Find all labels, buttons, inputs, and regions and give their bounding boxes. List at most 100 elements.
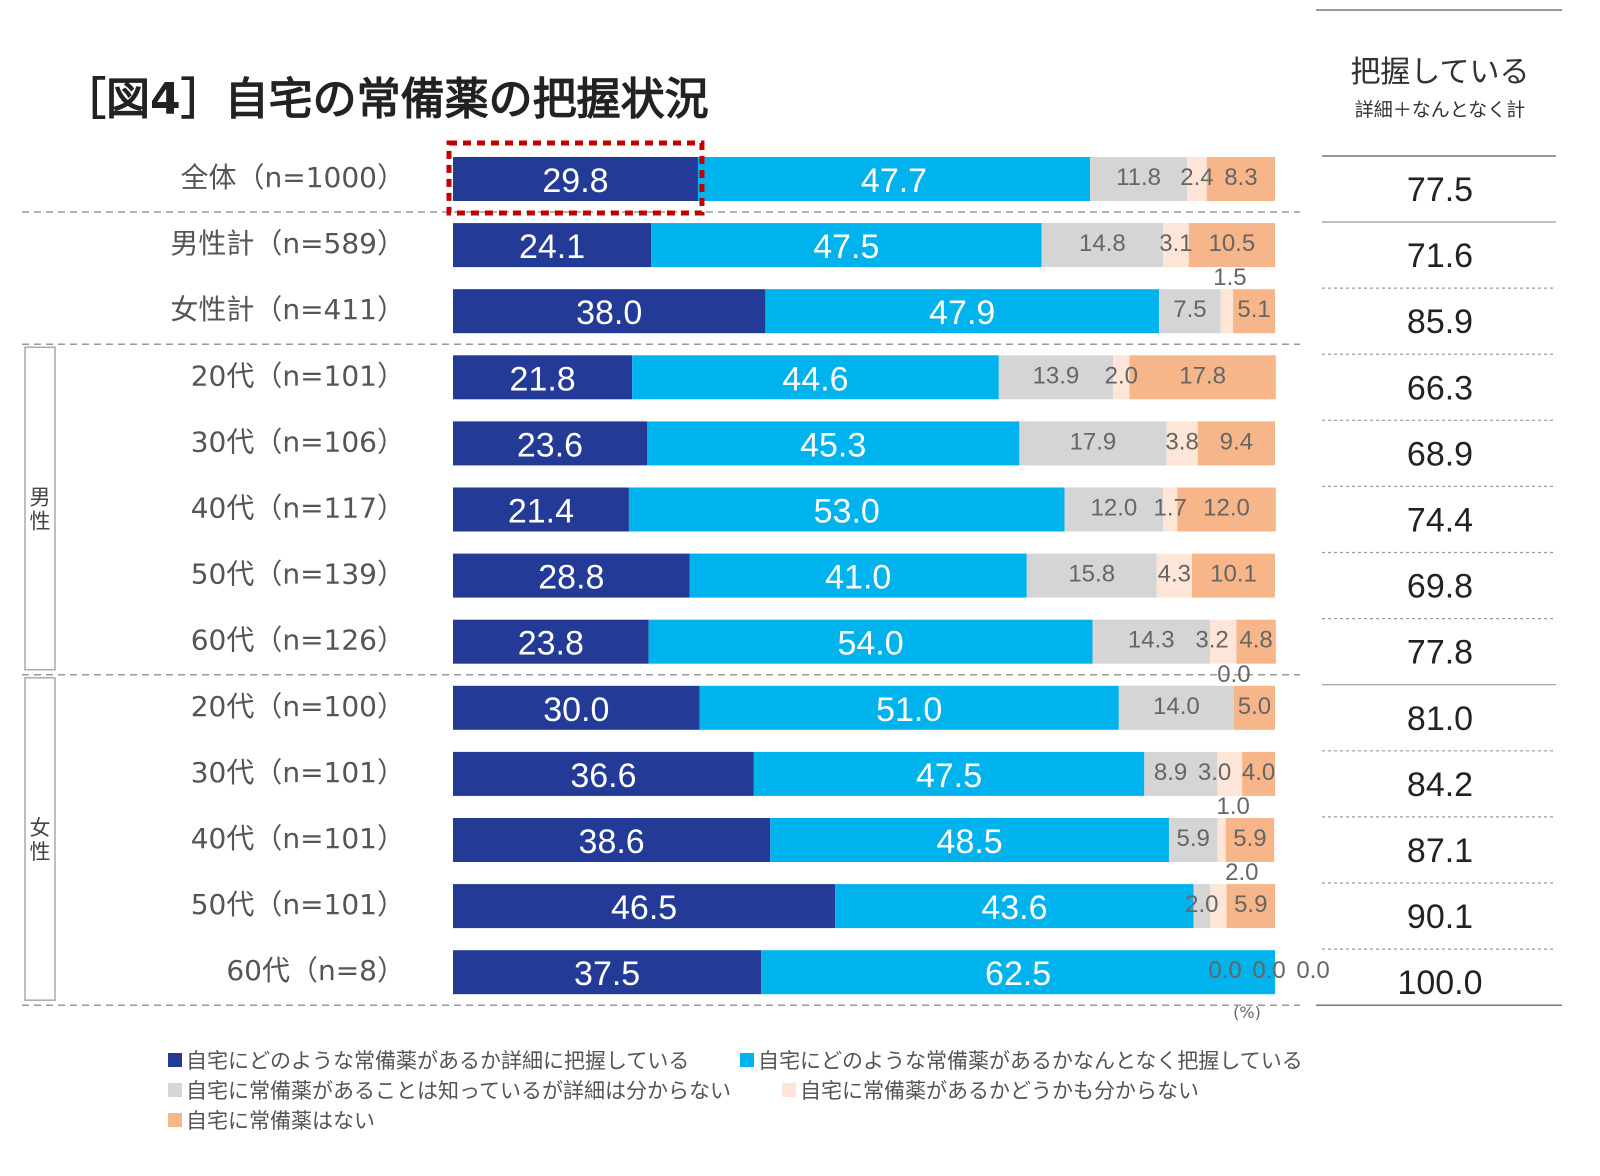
group-label: 性	[30, 510, 51, 534]
data-label: 28.8	[538, 559, 604, 597]
data-label-small: 4.8	[1239, 627, 1272, 654]
bar-segment	[1163, 223, 1189, 268]
bar-segment	[1064, 487, 1164, 532]
data-label: 38.0	[576, 294, 642, 332]
legend-label: 自宅にどのような常備薬があるか詳細に把握している	[186, 1049, 689, 1073]
category-label: 60代（n=8）	[226, 954, 405, 987]
data-label: 38.6	[579, 823, 645, 861]
bar-segment	[998, 355, 1114, 400]
bar-segment	[453, 685, 700, 730]
bar-segment	[453, 884, 836, 929]
bar-segment	[651, 223, 1042, 268]
data-label-small: 0.0	[1217, 661, 1250, 688]
data-label-small: 10.1	[1210, 561, 1257, 588]
bar-segment	[453, 818, 771, 862]
data-label-small: 3.0	[1198, 759, 1231, 786]
total-value: 66.3	[1407, 369, 1473, 407]
total-value: 84.2	[1407, 766, 1473, 804]
data-label-small: 13.9	[1033, 362, 1080, 389]
bar-segment	[453, 487, 629, 532]
data-label-small: 12.0	[1203, 495, 1250, 522]
bar-segment	[689, 553, 1027, 598]
category-label: 50代（n=101）	[191, 888, 405, 921]
legend-swatch	[168, 1053, 182, 1067]
category-label: 50代（n=139）	[191, 558, 405, 591]
bar-segment	[1177, 487, 1276, 532]
group-label: 女	[30, 816, 51, 840]
total-value: 100.0	[1397, 964, 1482, 1002]
category-label: 全体（n=1000）	[181, 161, 405, 194]
data-label-small: 17.9	[1070, 428, 1117, 455]
bar-segment	[1166, 421, 1198, 466]
total-value: 74.4	[1407, 502, 1473, 540]
bar-segment	[453, 355, 633, 400]
bar-segment	[1220, 289, 1234, 334]
data-label: 48.5	[937, 823, 1003, 861]
data-label-small: 5.9	[1233, 825, 1266, 852]
bar-segment	[753, 751, 1145, 796]
bar-segment	[1163, 487, 1178, 532]
legend-label: 自宅に常備薬があるかどうかも分からない	[800, 1079, 1199, 1103]
data-label-small: 7.5	[1173, 296, 1206, 323]
data-label: 44.6	[782, 360, 848, 398]
data-label: 53.0	[814, 493, 880, 531]
bar-segment	[453, 157, 698, 201]
bar-segment	[1193, 884, 1211, 929]
data-label-small: 9.4	[1220, 428, 1253, 455]
bar-segment	[453, 619, 649, 664]
highlight-box	[446, 140, 705, 216]
bar-segment	[1159, 289, 1221, 334]
data-label-small: 2.0	[1105, 362, 1138, 389]
data-label: 62.5	[985, 955, 1051, 993]
data-label-small: 4.3	[1158, 561, 1191, 588]
total-value: 90.1	[1407, 898, 1473, 936]
bar-segment	[453, 421, 647, 466]
bar-segment	[1041, 223, 1164, 268]
data-label: 23.8	[518, 625, 584, 663]
bar-segment	[1191, 553, 1275, 598]
group-label: 性	[30, 840, 51, 864]
total-column-subheader: 詳細＋なんとなく計	[1355, 99, 1525, 121]
data-label-small: 11.8	[1116, 164, 1161, 191]
data-label: 23.6	[517, 426, 583, 464]
bar-segment	[1225, 818, 1275, 862]
total-value: 81.0	[1407, 700, 1473, 738]
total-value: 87.1	[1407, 832, 1473, 870]
bar-segment	[1217, 751, 1243, 796]
data-label-small: 3.2	[1195, 627, 1228, 654]
data-label-small: 4.0	[1242, 759, 1275, 786]
data-label: 37.5	[574, 955, 640, 993]
total-value: 77.5	[1407, 171, 1473, 209]
category-label: 40代（n=101）	[191, 822, 405, 855]
bar-segment	[1197, 421, 1275, 466]
bar-segment	[1156, 553, 1192, 598]
data-label-small: 15.8	[1068, 561, 1115, 588]
data-label-small: 2.0	[1185, 891, 1218, 918]
data-label-small: 14.0	[1153, 693, 1200, 720]
category-label: 30代（n=106）	[191, 425, 405, 458]
legend-label: 自宅に常備薬があることは知っているが詳細は分からない	[186, 1079, 731, 1103]
legend-swatch	[782, 1083, 796, 1097]
data-label: 46.5	[611, 889, 677, 927]
category-label: 女性計（n=411）	[170, 293, 405, 326]
category-label: 20代（n=100）	[191, 690, 405, 723]
category-label: 20代（n=101）	[191, 359, 405, 392]
bar-segment	[765, 289, 1160, 334]
bar-segment	[453, 289, 766, 334]
total-value: 85.9	[1407, 303, 1473, 341]
data-label: 47.5	[916, 757, 982, 795]
bar-segment	[1233, 685, 1275, 730]
bar-segment	[453, 751, 754, 796]
bar-segment	[1118, 685, 1234, 730]
chart-title: ［図4］自宅の常備薬の把握状況	[62, 74, 709, 125]
bar-segment	[1019, 421, 1167, 466]
bar-segment	[699, 685, 1119, 730]
data-label-small: 5.9	[1177, 825, 1210, 852]
data-label-small: 0.0	[1252, 957, 1285, 984]
bar-segment	[628, 487, 1065, 532]
data-label-small: 3.8	[1165, 428, 1198, 455]
group-bracket	[24, 677, 56, 1001]
data-label: 51.0	[876, 691, 942, 729]
